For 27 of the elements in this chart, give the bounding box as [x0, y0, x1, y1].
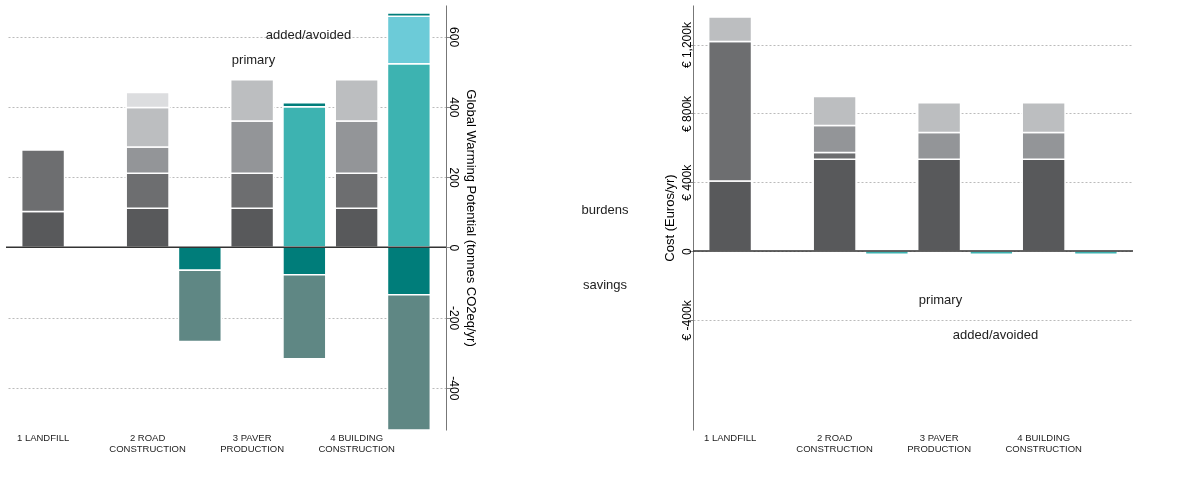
x-tick-label: 4 BUILDING CONSTRUCTION	[1005, 431, 1083, 454]
annotation: added/avoided	[265, 27, 352, 42]
y-tick-label: 600	[446, 27, 461, 48]
text: savings	[582, 277, 628, 292]
annotation: primary	[231, 52, 276, 67]
y-tick-label: € 1,200k	[679, 21, 694, 69]
y-axis-title: Cost (Euros/yr)	[661, 174, 677, 262]
y-tick-label: -400	[446, 376, 461, 401]
annotation: added/avoided	[952, 327, 1039, 342]
y-axis-title: Global Warming Potential (tonnes CO2eq/yr)	[463, 89, 479, 347]
y-tick-label: € -400k	[679, 299, 694, 341]
annotation: primary	[918, 292, 963, 307]
text: burdens	[581, 202, 629, 217]
x-tick-label: 3 PAVER PRODUCTION	[907, 431, 972, 454]
x-tick-label: 2 ROAD CONSTRUCTION	[109, 431, 187, 454]
y-tick-label: 0	[679, 247, 694, 255]
x-tick-label: 1 LANDFILL	[16, 431, 70, 443]
x-tick-label: 2 ROAD CONSTRUCTION	[796, 431, 874, 454]
x-tick-label: 1 LANDFILL	[703, 431, 757, 443]
y-tick-label: 0	[446, 244, 461, 252]
y-tick-label: € 400k	[679, 163, 694, 201]
y-tick-label: 400	[446, 97, 461, 118]
y-tick-label: -200	[446, 306, 461, 331]
y-tick-label: 200	[446, 167, 461, 188]
y-tick-label: € 800k	[679, 94, 694, 132]
x-tick-label: 4 BUILDING CONSTRUCTION	[318, 431, 396, 454]
x-tick-label: 3 PAVER PRODUCTION	[220, 431, 285, 454]
